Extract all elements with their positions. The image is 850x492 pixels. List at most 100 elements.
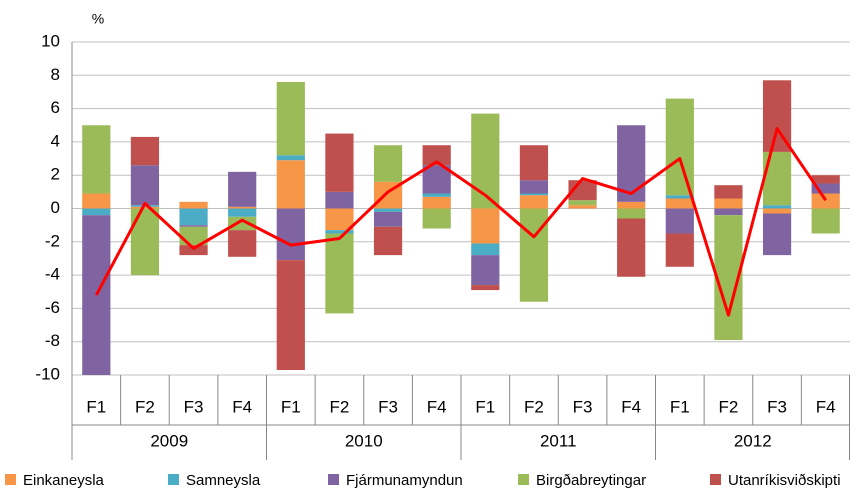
bar-segment	[228, 206, 257, 209]
bar-segment	[714, 208, 743, 216]
x-tick-label: F3	[573, 397, 593, 416]
bar-segment	[471, 285, 500, 291]
x-tick-label: F2	[719, 397, 739, 416]
y-tick-label: 10	[41, 31, 60, 50]
bar-segment	[228, 208, 257, 217]
legend-swatch	[328, 474, 339, 485]
bar-segment	[568, 205, 597, 209]
y-tick-label: 0	[51, 198, 60, 217]
bar-segment	[665, 98, 694, 196]
bar-segment	[811, 175, 840, 184]
bar-segment	[228, 216, 257, 231]
bar-segment	[276, 160, 305, 209]
x-tick-label: F4	[621, 397, 641, 416]
bar-segment	[325, 233, 354, 314]
bar-segment	[471, 243, 500, 256]
bar-segment	[762, 205, 792, 209]
y-tick-label: -4	[45, 265, 60, 284]
y-tick-label: -10	[35, 364, 60, 383]
bar-segment	[325, 191, 354, 209]
bar-segment	[179, 201, 208, 209]
bar-segment	[228, 171, 257, 207]
x-tick-label: F4	[427, 397, 447, 416]
bar-segment	[665, 195, 694, 199]
x-tick-label: F4	[232, 397, 252, 416]
x-tick-label: F4	[816, 397, 836, 416]
legend-label: Einkaneysla	[23, 472, 105, 489]
x-tick-label: F3	[184, 397, 204, 416]
bar-segment	[276, 260, 305, 371]
legend-swatch	[518, 474, 529, 485]
bar-segment	[714, 185, 743, 199]
bar-segment	[82, 215, 111, 375]
bar-segment	[665, 233, 694, 267]
bar-segment	[665, 208, 694, 234]
x-tick-label: F1	[475, 397, 495, 416]
x-tick-label: F2	[135, 397, 155, 416]
bar-segment	[762, 208, 792, 214]
legend-label: Utanríkisviðskipti	[728, 472, 841, 489]
bar-segment	[519, 145, 549, 181]
group-label: 2010	[345, 431, 383, 450]
y-tick-label: -2	[45, 231, 60, 250]
bar-segment	[179, 208, 208, 226]
legend-swatch	[168, 474, 179, 485]
bar-segment	[714, 198, 743, 209]
bar-segment	[82, 193, 111, 209]
bar-segment	[130, 206, 160, 209]
bar-segment	[811, 183, 840, 194]
bar-segment	[519, 193, 549, 196]
bar-segment	[179, 245, 208, 256]
bar-segment	[422, 208, 451, 229]
bar-segment	[130, 136, 160, 166]
bar-segment	[811, 193, 840, 209]
bar-segment	[373, 211, 403, 227]
bar-segment	[471, 255, 500, 286]
x-tick-label: F3	[378, 397, 398, 416]
y-tick-label: 2	[51, 165, 60, 184]
bar-segment	[519, 195, 549, 209]
legend-label: Fjármunamyndun	[346, 472, 463, 489]
y-tick-label: -6	[45, 298, 60, 317]
bar-segment	[373, 226, 403, 256]
bar-segment	[519, 208, 549, 302]
bar-segment	[179, 225, 208, 227]
bar-segment	[276, 208, 305, 261]
bar-segment	[811, 208, 840, 234]
group-label: 2009	[150, 431, 188, 450]
total-line	[94, 127, 827, 317]
bar-segment	[373, 145, 403, 182]
bar-segment	[373, 208, 403, 212]
group-label: 2012	[734, 431, 772, 450]
legend-label: Birgðabreytingar	[536, 472, 646, 489]
bar-segment	[130, 165, 160, 206]
bar-segment	[762, 213, 792, 256]
legend-swatch	[710, 474, 721, 485]
x-tick-label: F2	[330, 397, 350, 416]
bar-segment	[82, 125, 111, 194]
legend-swatch	[5, 474, 16, 485]
bar-segment	[471, 113, 500, 209]
bar-segment	[276, 81, 305, 156]
unit-label: %	[92, 11, 104, 27]
bar-segment	[325, 230, 354, 234]
bar-segment	[519, 180, 549, 194]
bar-segment	[617, 208, 646, 219]
bar-segment	[325, 208, 354, 231]
y-tick-label: 4	[51, 131, 60, 150]
bar-segment	[422, 193, 451, 197]
bar-segment	[276, 155, 305, 161]
bar-segment	[130, 208, 160, 276]
bar-segment	[617, 218, 646, 277]
x-tick-label: F1	[670, 397, 690, 416]
legend-label: Samneysla	[186, 472, 261, 489]
group-label: 2011	[540, 431, 577, 450]
y-tick-label: 8	[51, 65, 60, 84]
bar-segment	[325, 133, 354, 192]
bar-segment	[568, 200, 597, 206]
x-tick-label: F1	[281, 397, 301, 416]
bar-segment	[665, 198, 694, 209]
bar-segment	[471, 208, 500, 244]
bar-segment	[228, 230, 257, 257]
